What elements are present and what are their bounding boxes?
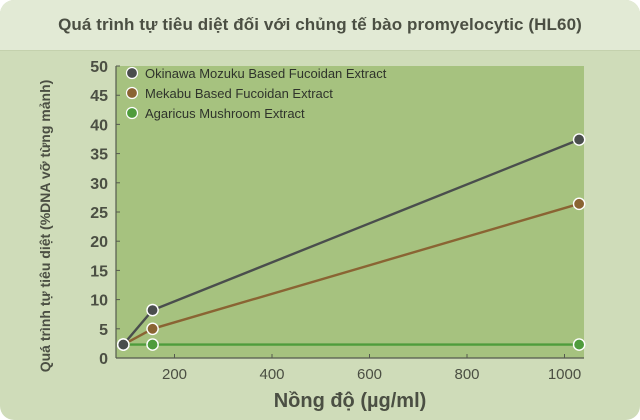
y-tick-label: 35 [90, 147, 108, 164]
y-tick-label: 15 [90, 263, 108, 280]
y-tick-label: 45 [90, 88, 108, 105]
data-point [117, 338, 130, 351]
axes: 0 5 10 15 20 25 30 35 40 45 50 200 400 600 800 1000 [90, 59, 584, 383]
legend-label: Agaricus Mushroom Extract [145, 106, 305, 121]
chart-title: Quá trình tự tiêu diệt đối với chủng tế … [58, 15, 582, 34]
y-tick-label: 20 [90, 234, 108, 251]
y-tick-label: 40 [90, 117, 108, 134]
x-tick-label: 800 [454, 366, 479, 383]
x-tick-label: 400 [259, 366, 284, 383]
y-tick-label: 50 [90, 59, 108, 76]
legend-marker [125, 86, 139, 100]
y-axis-label: Quá trình tự tiêu diệt (%DNA vỡ từng mản… [37, 80, 53, 373]
y-tick-label: 5 [99, 322, 108, 339]
y-tick-label: 30 [90, 176, 108, 193]
y-tick-label: 10 [90, 293, 108, 310]
legend-label: Okinawa Mozuku Based Fucoidan Extract [145, 66, 387, 81]
data-point [146, 322, 159, 336]
y-tick-label: 25 [90, 205, 108, 222]
legend: Okinawa Mozuku Based Fucoidan Extract Mek… [125, 66, 387, 121]
legend-marker [125, 106, 139, 120]
x-tick-label: 1000 [548, 366, 581, 383]
data-point [572, 133, 586, 146]
x-tick-label: 600 [357, 366, 382, 383]
y-tick-label: 0 [99, 351, 108, 368]
chart-title-bar: Quá trình tự tiêu diệt đối với chủng tế … [0, 0, 640, 51]
legend-marker [125, 66, 139, 80]
x-axis-label: Nồng độ (µg/ml) [274, 390, 427, 412]
data-point [146, 338, 159, 351]
x-tick-label: 200 [162, 366, 187, 383]
data-point [572, 197, 586, 211]
legend-label: Mekabu Based Fucoidan Extract [145, 86, 333, 101]
data-point [146, 303, 159, 317]
data-point [572, 338, 586, 351]
plot-area [116, 66, 584, 358]
series-layer [117, 133, 586, 351]
